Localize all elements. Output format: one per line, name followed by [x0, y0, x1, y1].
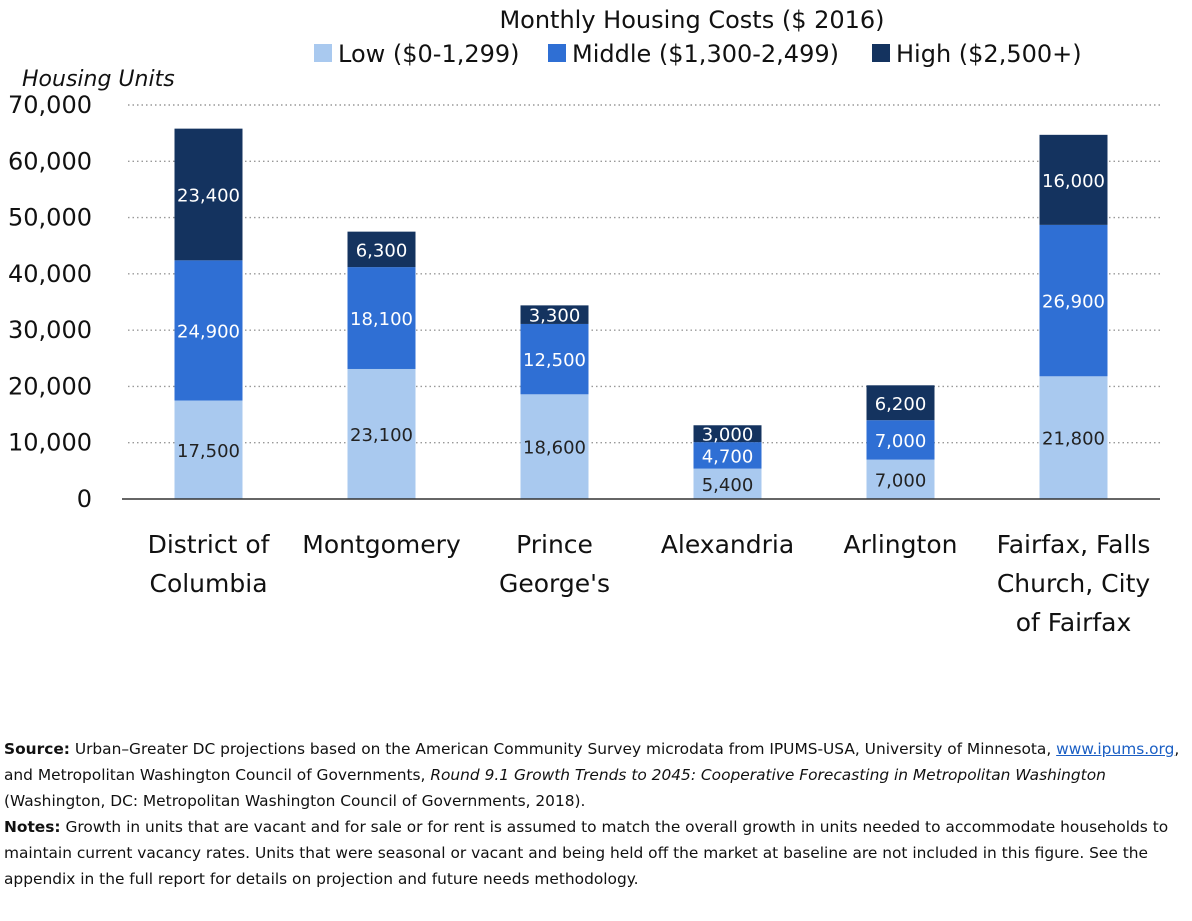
data-label: 6,300 [356, 240, 408, 261]
bar-segment [866, 459, 935, 499]
data-label: 23,100 [350, 425, 413, 446]
y-axis-ticks: 0 10,000 20,000 30,000 40,000 50,000 60,000 70,… [8, 91, 92, 513]
bar-segment [1039, 134, 1108, 225]
source-notes: Source: Urban–Greater DC projections bas… [4, 736, 1188, 892]
y-tick-label: 30,000 [8, 316, 92, 344]
bar-segment [174, 400, 243, 499]
y-tick-label: 20,000 [8, 372, 92, 400]
stacked-bar-chart: Monthly Housing Costs ($ 2016) Low ($0-1… [8, 6, 1160, 637]
bars: 17,500 24,900 23,400 23,100 18,100 6,300 18,60… [174, 128, 1108, 499]
bar-segment [174, 128, 243, 261]
data-label: 26,900 [1042, 292, 1105, 313]
legend-entry: Low ($0-1,299) [338, 40, 520, 68]
y-tick-label: 60,000 [8, 147, 92, 175]
y-tick-label: 50,000 [8, 204, 92, 232]
data-label: 3,300 [529, 306, 581, 327]
gridlines [128, 104, 1160, 444]
legend-swatch [314, 44, 332, 62]
bar-segment [866, 385, 935, 421]
source-paragraph: Source: Urban–Greater DC projections bas… [4, 736, 1188, 814]
data-label: 18,100 [350, 309, 413, 330]
ipums-link[interactable]: www.ipums.org [1056, 740, 1175, 758]
data-label: 24,900 [177, 321, 240, 342]
source-label: Source: [4, 740, 70, 758]
data-label: 12,500 [523, 350, 586, 371]
data-label: 17,500 [177, 441, 240, 462]
data-label: 18,600 [523, 438, 586, 459]
data-label: 21,800 [1042, 429, 1105, 450]
y-axis-label: Housing Units [22, 67, 175, 92]
x-tick-label: Arlington [844, 530, 958, 559]
source-text-2: , and Metropolitan Washington Council of… [4, 740, 1180, 784]
bar-segment [520, 323, 589, 395]
x-tick-label: Alexandria [661, 530, 794, 559]
x-tick-label: District of Columbia [148, 530, 271, 598]
bar-segment [866, 420, 935, 460]
legend-swatch [548, 44, 566, 62]
source-text-3: (Washington, DC: Metropolitan Washington… [4, 792, 586, 810]
bar-segment [520, 305, 589, 324]
data-label: 16,000 [1042, 171, 1105, 192]
notes-text: Growth in units that are vacant and for … [4, 818, 1169, 888]
legend-title: Monthly Housing Costs ($ 2016) [499, 6, 884, 34]
bar-segment [693, 425, 762, 443]
bar-segment [1039, 376, 1108, 499]
y-tick-label: 40,000 [8, 260, 92, 288]
bar-segment [347, 267, 416, 369]
y-tick-label: 70,000 [8, 91, 92, 119]
bar-segment [693, 442, 762, 469]
legend-entry: High ($2,500+) [896, 40, 1082, 68]
data-label: 4,700 [702, 446, 754, 467]
bar-segment [347, 368, 416, 499]
x-tick-label: Prince George's [499, 530, 610, 598]
data-label: 5,400 [702, 475, 754, 496]
bar-segment [347, 231, 416, 268]
data-label: 7,000 [875, 470, 927, 491]
notes-label: Notes: [4, 818, 61, 836]
y-tick-label: 0 [77, 485, 92, 513]
legend: Low ($0-1,299) Middle ($1,300-2,499) High … [314, 40, 1082, 68]
bar-segment [693, 468, 762, 499]
source-title: Round 9.1 Growth Trends to 2045: Coopera… [430, 766, 1106, 784]
legend-swatch [872, 44, 890, 62]
data-label: 6,200 [875, 394, 927, 415]
data-label: 7,000 [875, 431, 927, 452]
x-tick-label: Montgomery [302, 530, 461, 559]
data-label: 23,400 [177, 185, 240, 206]
bar-segment [520, 394, 589, 499]
x-axis-ticks: District of Columbia Montgomery Prince Georg… [148, 530, 1151, 637]
legend-entry: Middle ($1,300-2,499) [572, 40, 839, 68]
notes-paragraph: Notes: Growth in units that are vacant a… [4, 814, 1188, 892]
source-text-1: Urban–Greater DC projections based on th… [69, 740, 1057, 758]
x-tick-label: Fairfax, Falls Church, City of Fairfax [997, 530, 1151, 637]
bar-segment [174, 260, 243, 401]
data-label: 3,000 [702, 425, 754, 446]
y-tick-label: 10,000 [8, 429, 92, 457]
bar-segment [1039, 224, 1108, 377]
